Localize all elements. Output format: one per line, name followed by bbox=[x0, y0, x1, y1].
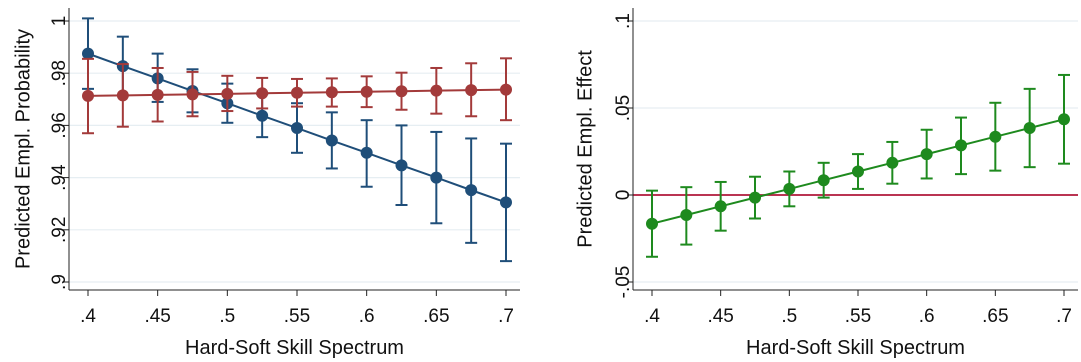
data-point bbox=[920, 148, 933, 161]
series-1 bbox=[82, 57, 512, 135]
y-axis-label: Predicted Empl. Probability bbox=[12, 29, 34, 269]
y-tick-label: .05 bbox=[613, 95, 634, 121]
y-tick-label: .94 bbox=[49, 164, 70, 191]
x-axis-label: Hard-Soft Skill Spectrum bbox=[185, 337, 404, 359]
y-tick-label: .1 bbox=[613, 13, 634, 29]
series-0 bbox=[82, 17, 512, 263]
x-tick-label: .6 bbox=[919, 306, 935, 327]
x-tick-label: .7 bbox=[498, 306, 514, 327]
data-point bbox=[325, 86, 338, 99]
data-point bbox=[325, 134, 338, 147]
data-point bbox=[82, 47, 94, 60]
data-point bbox=[500, 83, 512, 96]
left-panel-probability: .9 .92 .94 .96 .98 1 .4 .45 .5 .55 .6 .65 .7 Hard-Sof… bbox=[12, 8, 520, 359]
x-tick-label: .4 bbox=[80, 306, 96, 327]
data-point bbox=[646, 217, 658, 230]
data-point bbox=[116, 89, 129, 102]
data-point bbox=[783, 182, 796, 195]
data-point bbox=[82, 89, 94, 102]
data-point bbox=[680, 209, 693, 222]
x-tick-label: .55 bbox=[845, 306, 871, 327]
y-tick-label: .92 bbox=[49, 217, 70, 243]
data-point bbox=[955, 139, 967, 152]
data-point bbox=[360, 146, 373, 159]
data-point bbox=[1023, 122, 1036, 135]
series-0 bbox=[646, 73, 1070, 258]
data-point bbox=[395, 85, 408, 98]
data-point bbox=[465, 184, 478, 197]
y-tick-label: 1 bbox=[49, 16, 70, 27]
x-tick-label: .6 bbox=[359, 306, 375, 327]
x-tick-label: .5 bbox=[219, 306, 235, 327]
data-point bbox=[256, 87, 269, 100]
y-tick-label: 0 bbox=[613, 190, 634, 201]
x-tick-label: .45 bbox=[144, 306, 170, 327]
y-tick-label: -.05 bbox=[613, 266, 634, 299]
x-tick-label: .5 bbox=[781, 306, 797, 327]
x-tick-label: .4 bbox=[644, 306, 660, 327]
y-tick-label: .96 bbox=[49, 112, 70, 138]
data-point bbox=[186, 88, 199, 101]
x-axis-label: Hard-Soft Skill Spectrum bbox=[746, 337, 965, 359]
data-point bbox=[817, 174, 830, 187]
data-point bbox=[852, 165, 864, 178]
data-point bbox=[430, 84, 443, 97]
y-axis-label: Predicted Empl. Effect bbox=[574, 50, 596, 248]
data-point bbox=[291, 122, 303, 135]
y-tick-label: .98 bbox=[49, 60, 70, 86]
data-point bbox=[749, 191, 761, 204]
x-tick-label: .65 bbox=[982, 306, 1008, 327]
data-point bbox=[360, 85, 373, 98]
data-point bbox=[1058, 113, 1070, 126]
x-tick-label: .65 bbox=[423, 306, 449, 327]
data-point bbox=[465, 84, 478, 97]
data-point bbox=[500, 196, 512, 209]
data-point bbox=[256, 109, 269, 122]
data-point bbox=[430, 171, 443, 184]
data-point bbox=[989, 130, 1002, 143]
x-tick-label: .7 bbox=[1056, 306, 1072, 327]
data-point bbox=[714, 200, 727, 213]
right-panel-effect: -.05 0 .05 .1 .4 .45 .5 .55 .6 .65 .7 Hard-Soft Ski… bbox=[574, 8, 1078, 359]
data-point bbox=[886, 156, 899, 169]
y-tick-label: .9 bbox=[49, 274, 70, 290]
data-point bbox=[221, 87, 234, 100]
x-tick-label: .45 bbox=[707, 306, 733, 327]
data-point bbox=[151, 88, 164, 101]
data-point bbox=[395, 159, 408, 172]
x-tick-label: .55 bbox=[284, 306, 310, 327]
data-point bbox=[291, 86, 303, 99]
